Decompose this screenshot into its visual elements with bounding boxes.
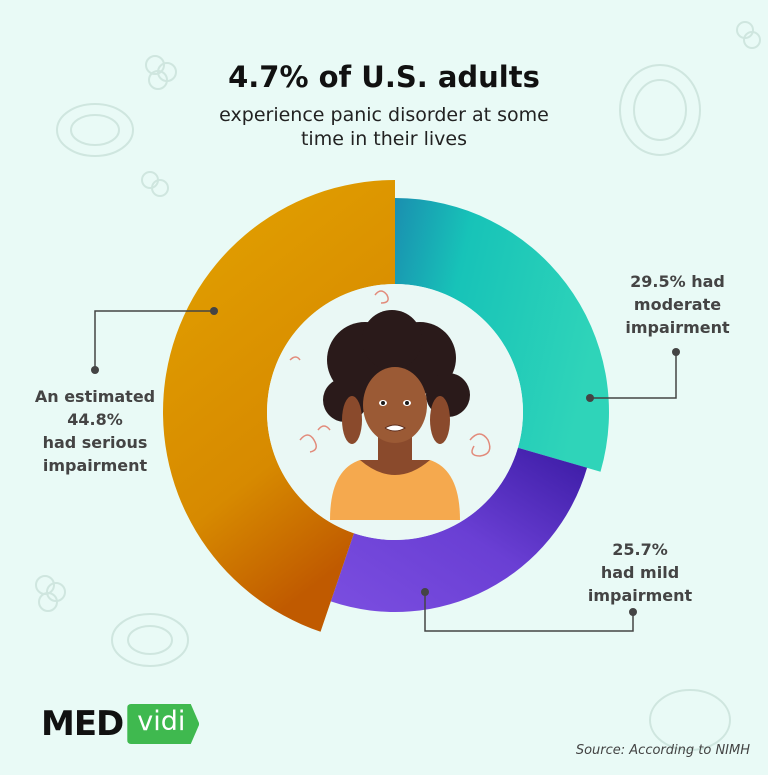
- logo-text-med: MED: [41, 704, 124, 744]
- medvidi-logo: MED vidi: [41, 702, 200, 746]
- leader-line-mild: [424, 592, 634, 632]
- woman-covering-ears-illustration: [289, 290, 491, 520]
- label-serious-line-4: impairment: [42, 456, 148, 475]
- slice-mild: [330, 447, 588, 612]
- label-moderate-line-1: 29.5% had: [630, 272, 725, 291]
- label-mild-line-1: 25.7%: [612, 540, 668, 559]
- label-serious: An estimated 44.8% had serious impairmen…: [10, 385, 180, 477]
- label-moderate-line-3: impairment: [625, 318, 730, 337]
- leader-dot-moderate: [586, 394, 594, 402]
- leader-end-mild: [629, 608, 637, 616]
- label-mild-line-2: had mild: [600, 563, 680, 582]
- leader-end-moderate: [672, 348, 680, 356]
- leader-dot-mild: [421, 588, 429, 596]
- leader-end-serious: [91, 366, 99, 374]
- leader-line-serious: [94, 310, 214, 370]
- label-serious-line-3: had serious: [42, 433, 148, 452]
- label-moderate: 29.5% had moderate impairment: [600, 270, 755, 339]
- label-mild-line-3: impairment: [587, 586, 693, 605]
- page-subtitle: experience panic disorder at some time i…: [0, 103, 768, 151]
- leader-line-moderate: [590, 352, 677, 399]
- slice-serious: [162, 180, 395, 632]
- page-title: 4.7% of U.S. adults: [228, 60, 540, 94]
- leader-dot-serious: [210, 307, 218, 315]
- label-serious-line-1: An estimated: [34, 387, 156, 406]
- label-moderate-line-2: moderate: [633, 295, 722, 314]
- source-note: Source: According to NIMH: [575, 743, 750, 758]
- label-serious-line-2: 44.8%: [67, 410, 123, 429]
- label-mild: 25.7% had mild impairment: [560, 538, 720, 607]
- logo-text-vidi: vidi: [127, 704, 200, 744]
- subtitle-line-2: time in their lives: [300, 128, 468, 150]
- subtitle-line-1: experience panic disorder at some: [219, 104, 549, 126]
- slice-moderate: [395, 198, 609, 472]
